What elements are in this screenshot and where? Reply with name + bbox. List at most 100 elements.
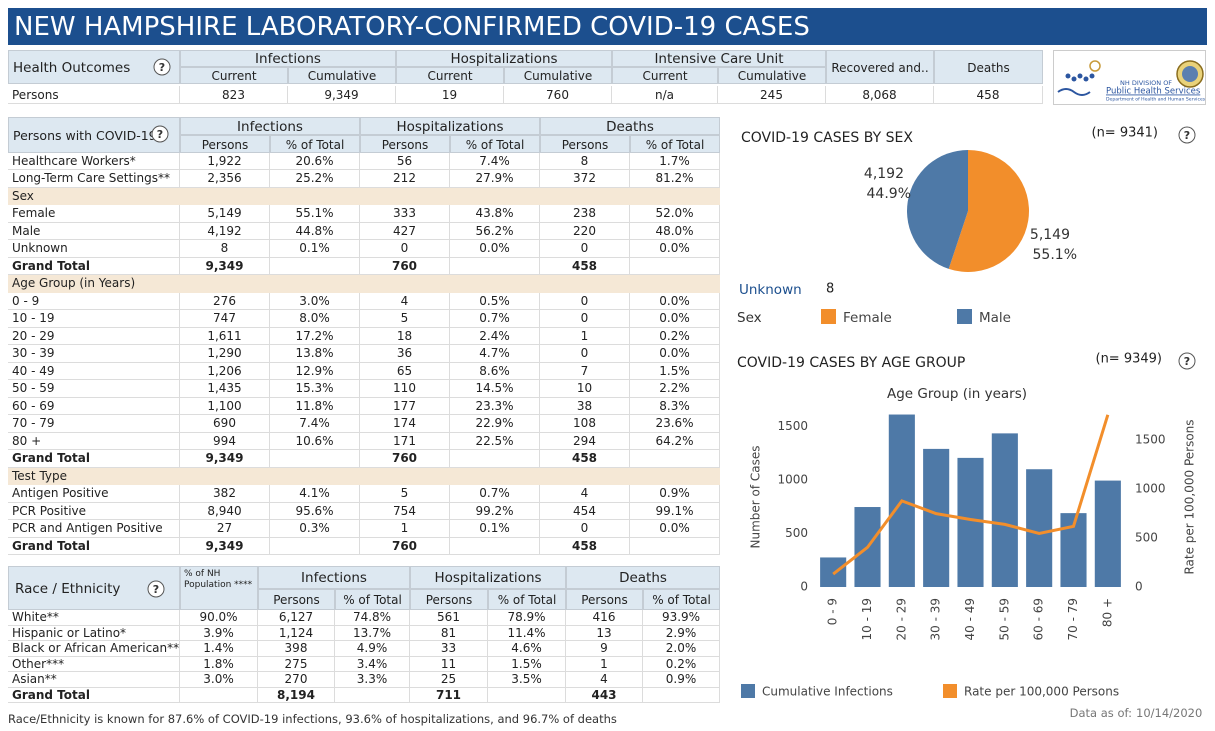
cell: 17.2% [270,327,360,346]
bar [957,457,984,587]
cell: 5 [360,310,450,328]
cell: 4 [360,292,450,311]
y-tick-label: 1500 [777,419,808,433]
row-header: Persons with COVID-19 [8,117,180,153]
cell: 0.9% [630,485,720,503]
help-icon-text: ? [153,583,159,596]
n-label: (n= 9349) [1096,352,1163,367]
cell: 270 [258,672,335,688]
cell: 23.3% [450,397,540,416]
cell: 25.2% [270,170,360,188]
group-header: Hospitalizations [410,566,566,589]
cell: 0.0% [450,240,540,258]
x-tick-label: 0 - 9 [826,598,840,625]
cell: 11.4% [488,625,566,641]
bar [923,448,950,587]
row-label: Female [8,205,180,223]
bar [1026,469,1053,587]
cell: 9,349 [180,537,270,555]
cell [488,687,566,703]
cell: 10.6% [270,432,360,451]
cell: 0.0% [630,292,720,311]
cell: 760 [360,257,450,276]
cell: 760 [360,450,450,468]
cell: 0.2% [643,656,720,672]
section-header: Sex [8,187,720,206]
cell: 48.0% [630,222,720,241]
row-label: 70 - 79 [8,415,180,433]
column-header: % of Total [270,135,360,153]
group-header: Intensive Care Unit [612,50,826,67]
cell: 4.9% [335,641,410,657]
column-header: Cumulative [504,67,612,84]
cell: 3.4% [335,656,410,672]
cell: 427 [360,222,450,241]
data-label: 4,192 [864,166,904,182]
cell: 2,356 [180,170,270,188]
cell: 5,149 [180,205,270,223]
cell: 7.4% [270,415,360,433]
cell: 5 [360,485,450,503]
cell: 454 [540,502,630,521]
cell: 458 [540,450,630,468]
cell: 9 [566,641,643,657]
cell [180,687,258,703]
column-header: Persons [410,589,488,610]
cell: 8 [540,153,630,171]
cell: 398 [258,641,335,657]
row-label: Male [8,222,180,241]
row-label: Grand Total [8,257,180,276]
cell: 333 [360,205,450,223]
cell: 23.6% [630,415,720,433]
cell: 8,940 [180,502,270,521]
logo-line: Department of Health and Human Services [1106,97,1206,103]
logo-figure [1083,76,1089,82]
column-header: Persons [258,589,335,610]
y-tick-label: 500 [785,526,808,540]
group-header: Infections [258,566,410,589]
cell: 1,611 [180,327,270,346]
cell [630,537,720,555]
row-label: White** [8,610,180,626]
group-header: Deaths [934,50,1043,84]
cell: 8,194 [258,687,335,703]
cell [450,537,540,555]
group-header: Infections [180,50,396,67]
percent-label: 55.1% [1033,247,1077,263]
cell: 171 [360,432,450,451]
y-axis-title: Number of Cases [749,445,763,548]
x-tick-label: 10 - 19 [860,598,874,641]
cell: 9,349 [180,450,270,468]
legend-swatch [943,684,957,698]
cell: 458 [540,537,630,555]
cell: 0.1% [450,520,540,538]
legend-swatch [821,309,836,324]
x-tick-label: 50 - 59 [997,598,1011,641]
row-label: Long-Term Care Settings** [8,170,180,188]
cell: 43.8% [450,205,540,223]
cell [270,537,360,555]
cell: 14.5% [450,380,540,398]
cell: 1.4% [180,641,258,657]
x-tick-label: 40 - 49 [963,598,977,641]
cell: 174 [360,415,450,433]
cell: 19 [396,86,504,104]
cell: 27 [180,520,270,538]
row-label: Asian** [8,672,180,688]
cell: 372 [540,170,630,188]
cell: 44.8% [270,222,360,241]
logo-wave [1057,88,1091,96]
row-label: 80 + [8,432,180,451]
cell: 10 [540,380,630,398]
chart-title: COVID-19 CASES BY AGE GROUP [737,355,965,371]
cell: 8.3% [630,397,720,416]
cell: 99.1% [630,502,720,521]
cell: 4,192 [180,222,270,241]
cell: 4 [540,485,630,503]
logo-line: Public Health Services [1106,87,1201,97]
y-tick-label: 1000 [777,472,808,486]
help-icon-text: ? [157,128,163,141]
column-header: Current [180,67,288,84]
cell: 561 [410,610,488,626]
cell: 22.9% [450,415,540,433]
